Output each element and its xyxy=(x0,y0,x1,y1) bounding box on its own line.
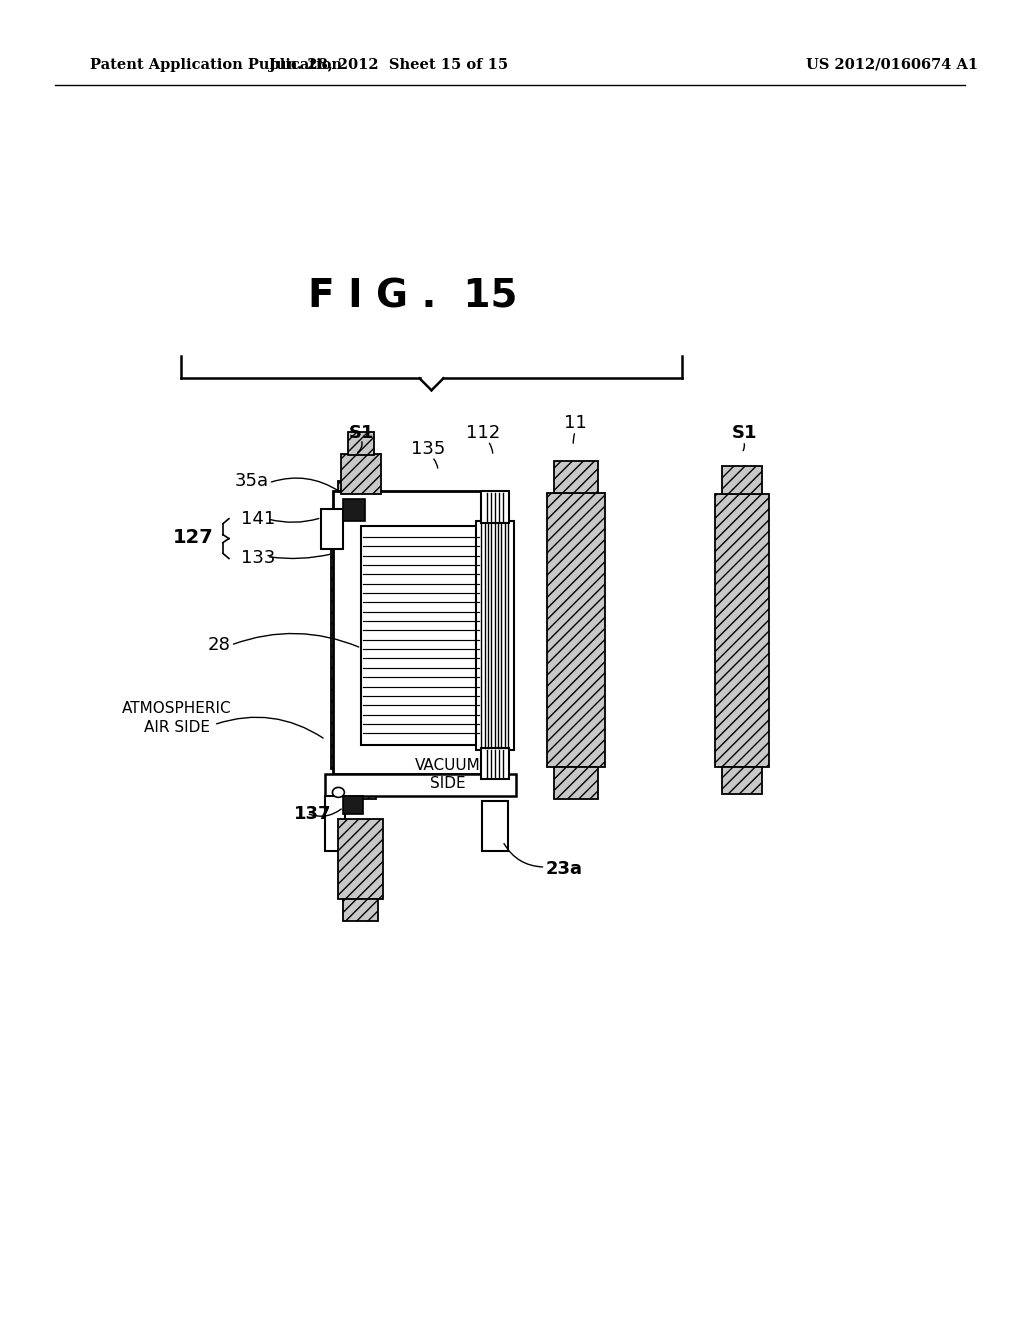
Bar xyxy=(548,492,605,767)
Bar xyxy=(480,491,509,523)
Bar xyxy=(481,801,508,851)
Bar xyxy=(341,454,381,494)
Bar xyxy=(343,899,378,921)
Bar xyxy=(554,461,598,492)
Text: 35a: 35a xyxy=(234,471,268,490)
Text: 11: 11 xyxy=(564,414,587,432)
Bar xyxy=(343,499,366,520)
Text: 127: 127 xyxy=(173,528,214,546)
Text: 137: 137 xyxy=(294,805,331,824)
Text: F I G .  15: F I G . 15 xyxy=(308,277,518,315)
Bar xyxy=(332,511,383,770)
Ellipse shape xyxy=(333,788,344,797)
Bar xyxy=(715,494,769,767)
Bar xyxy=(554,767,598,800)
Text: 135: 135 xyxy=(411,440,445,458)
Bar xyxy=(338,820,383,899)
Bar xyxy=(338,770,376,800)
Text: ATMOSPHERIC
AIR SIDE: ATMOSPHERIC AIR SIDE xyxy=(122,701,232,734)
Bar xyxy=(361,525,480,744)
Text: Patent Application Publication: Patent Application Publication xyxy=(89,58,342,71)
Text: 112: 112 xyxy=(466,424,500,442)
Bar xyxy=(722,466,763,494)
Text: S1: S1 xyxy=(348,424,374,442)
Text: VACUUM
SIDE: VACUUM SIDE xyxy=(415,758,481,791)
Bar xyxy=(334,491,508,775)
Bar xyxy=(348,432,374,455)
Text: 141: 141 xyxy=(241,510,275,528)
Bar xyxy=(326,775,515,796)
Text: S1: S1 xyxy=(732,424,758,442)
Text: 133: 133 xyxy=(241,549,275,568)
Text: US 2012/0160674 A1: US 2012/0160674 A1 xyxy=(806,58,978,71)
Text: 23a: 23a xyxy=(546,861,583,878)
Bar xyxy=(480,747,509,779)
Bar xyxy=(476,520,514,750)
Bar xyxy=(338,480,376,511)
Bar xyxy=(322,508,343,549)
Bar xyxy=(722,767,763,795)
Bar xyxy=(343,796,364,814)
Text: Jun. 28, 2012  Sheet 15 of 15: Jun. 28, 2012 Sheet 15 of 15 xyxy=(268,58,508,71)
Bar xyxy=(326,796,345,851)
Text: 28: 28 xyxy=(208,636,231,655)
